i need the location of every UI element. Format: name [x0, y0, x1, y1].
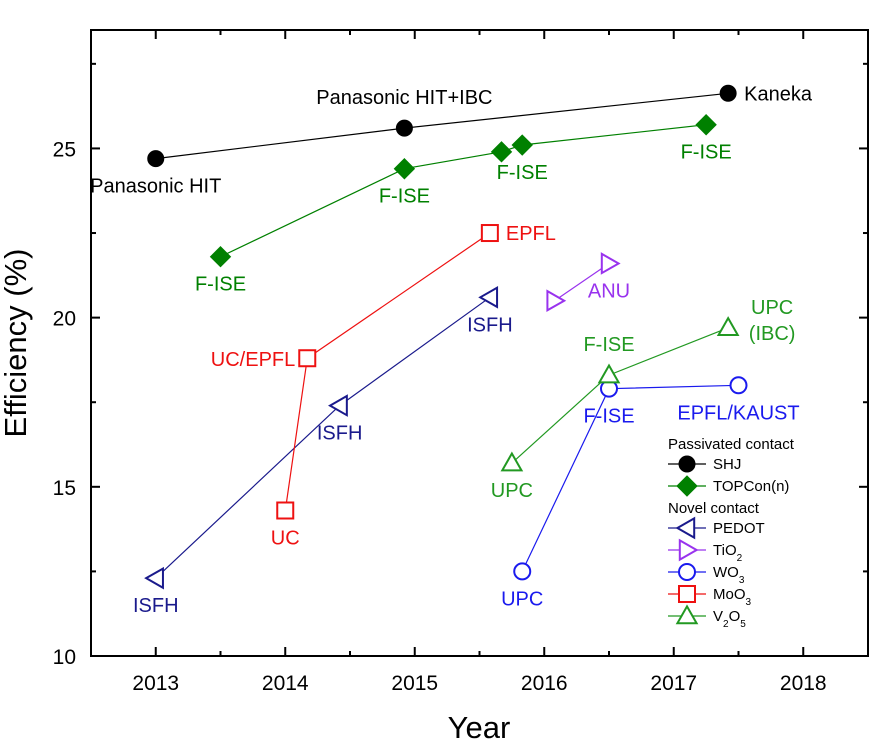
point-labels: Panasonic HIT Panasonic HIT+IBC Kaneka F-IS… — [90, 83, 813, 617]
moo3-point — [480, 224, 499, 243]
moo3-point-label: UC — [271, 527, 300, 549]
topcon-n-point-label: F-ISE — [681, 142, 732, 164]
v2o5-point-label: (IBC) — [749, 323, 796, 345]
x-tick-label: 2016 — [521, 672, 568, 695]
series-lines — [155, 92, 739, 579]
moo3-point-label: UC/EPFL — [211, 349, 295, 371]
y-axis-title: Efficiency (%) — [0, 249, 33, 438]
pedot-point-label: ISFH — [467, 314, 513, 336]
x-tick-label: 2018 — [780, 672, 827, 695]
tio2-line — [554, 263, 610, 302]
legend: Passivated contact SHJ TOPCon(n) Novel cont… — [668, 436, 795, 630]
legend-group-title: Passivated contact — [668, 436, 795, 453]
pedot-point — [144, 566, 164, 590]
legend-group-title: Novel contact — [668, 500, 760, 517]
pedot-point — [328, 394, 348, 417]
shj-point-label: Kaneka — [744, 83, 813, 105]
topcon-n-line — [220, 124, 707, 258]
topcon-n-point — [490, 141, 513, 163]
legend-marker-v2o5 — [675, 604, 699, 625]
topcon-n-point — [695, 114, 717, 136]
legend-marker-topcon-n — [676, 475, 698, 497]
legend-marker-shj — [678, 455, 696, 473]
legend-label-wo3: WO3 — [713, 564, 745, 586]
data-points — [144, 84, 748, 590]
moo3-point — [298, 349, 317, 368]
v2o5-point-label: UPC — [751, 297, 793, 319]
topcon-n-point — [511, 134, 533, 156]
wo3-point — [513, 562, 532, 581]
moo3-point-label: EPFL — [506, 223, 556, 245]
x-tick-label: 2013 — [132, 672, 179, 695]
shj-point-label: Panasonic HIT+IBC — [316, 87, 492, 109]
topcon-n-point — [209, 246, 232, 268]
topcon-n-point — [393, 158, 416, 180]
shj-point — [395, 119, 413, 137]
shj-point-label: Panasonic HIT — [90, 176, 221, 198]
y-tick-label: 15 — [53, 477, 76, 500]
x-tick-label: 2014 — [262, 672, 309, 695]
v2o5-point-label: UPC — [491, 480, 533, 502]
legend-marker-pedot — [675, 516, 696, 540]
legend-label-topcon-n: TOPCon(n) — [713, 478, 789, 495]
pedot-point-label: ISFH — [317, 423, 363, 445]
v2o5-point-label: F-ISE — [583, 334, 634, 356]
wo3-point-label: F-ISE — [583, 406, 634, 428]
topcon-n-point-label: F-ISE — [195, 274, 246, 296]
legend-marker-wo3 — [678, 563, 696, 581]
v2o5-point — [597, 363, 621, 384]
y-tick-label: 20 — [53, 308, 76, 331]
axes: 2013 2014 2015 2016 2017 2018 10 15 20 25 — [53, 30, 869, 695]
v2o5-point — [716, 316, 740, 336]
x-tick-label: 2017 — [650, 672, 697, 695]
moo3-point — [276, 501, 295, 520]
topcon-n-point-label: F-ISE — [497, 162, 548, 184]
y-tick-label: 25 — [53, 138, 76, 161]
legend-label-tio2: TiO2 — [713, 542, 743, 564]
y-tick-label: 10 — [53, 646, 76, 669]
legend-label-shj: SHJ — [713, 456, 741, 473]
legend-marker-moo3 — [678, 585, 696, 603]
pedot-point — [478, 285, 499, 309]
x-tick-label: 2015 — [391, 672, 438, 695]
tio2-point-label: ANU — [588, 280, 630, 302]
legend-label-v2o5: V2O5 — [713, 608, 746, 630]
v2o5-point — [500, 451, 524, 472]
legend-marker-tio2 — [678, 538, 699, 562]
shj-point — [147, 150, 165, 168]
legend-label-pedot: PEDOT — [713, 520, 765, 537]
tio2-point — [546, 289, 567, 313]
tio2-point — [600, 252, 621, 275]
wo3-point-label: UPC — [501, 588, 543, 610]
wo3-point-label: EPFL/KAUST — [677, 402, 799, 424]
legend-label-moo3: MoO3 — [713, 586, 752, 608]
pedot-point-label: ISFH — [133, 595, 179, 617]
x-axis-title: Year — [448, 710, 511, 745]
topcon-n-point-label: F-ISE — [379, 186, 430, 208]
shj-point — [719, 84, 737, 102]
wo3-point — [729, 376, 748, 395]
